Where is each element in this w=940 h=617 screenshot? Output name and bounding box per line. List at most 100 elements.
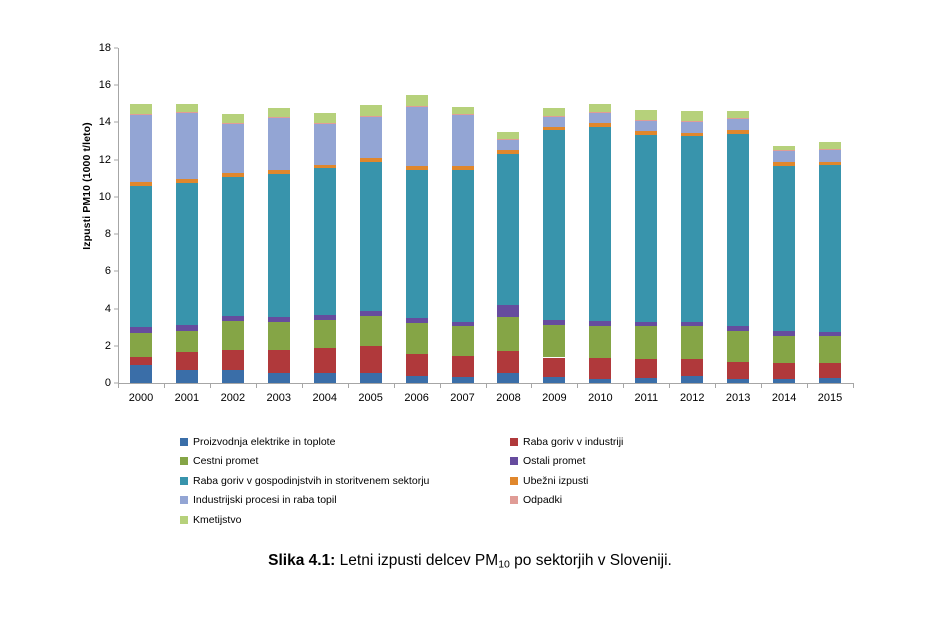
bar-segment [129,365,152,383]
x-tick-label-2011: 2011 [634,392,659,404]
bar-segment [405,169,428,318]
legend-item-label: Cestni promet [193,455,259,468]
bar-segment [313,314,336,320]
bar-segment [589,123,612,127]
x-tick-label-2001: 2001 [174,392,200,404]
bar-segment [221,123,244,125]
bar-segment [175,179,198,183]
bar-segment [727,118,750,120]
bar-segment [727,325,750,331]
bar-segment [267,117,290,170]
legend-item[interactable]: Industrijski procesi in raba topil [180,491,510,511]
y-tick-mark [114,121,118,123]
bar-segment [727,130,750,135]
bar-segment [589,126,612,322]
bar-segment [129,103,152,115]
bar-segment [175,112,198,114]
y-tick-label: 16 [98,79,111,92]
legend-item-label: Odpadki [523,494,563,507]
legend-item[interactable]: Cestni promet [180,452,510,472]
bar-segment [635,378,658,383]
bar-2009 [543,48,566,383]
x-tick-label-2003: 2003 [266,392,292,404]
bar-segment [497,316,520,352]
bar-segment [589,325,612,359]
bar-segment [359,345,382,373]
bar-segment [727,134,750,326]
legend-item[interactable]: Odpadki [510,491,850,511]
bar-segment [727,378,750,383]
bar-segment [221,177,244,316]
legend-item[interactable]: Proizvodnja elektrike in toplote [180,432,510,452]
bar-segment [497,140,520,151]
x-tick-mark [485,383,487,388]
legend-swatch-icon [180,437,188,446]
x-tick-label-2006: 2006 [404,392,429,404]
bar-segment [221,113,244,124]
bar-2011 [635,48,658,383]
y-tick-mark [114,84,118,86]
y-tick-label: 14 [98,116,111,129]
y-tick-mark [114,308,118,310]
bar-segment [267,116,290,118]
legend-item[interactable]: Ubežni izpusti [510,471,850,491]
bar-segment [405,375,428,383]
bar-segment [359,115,382,117]
x-tick-mark [393,383,395,388]
x-tick-mark [439,383,441,388]
x-tick-label-2004: 2004 [312,392,337,404]
y-tick-label: 4 [104,302,111,315]
x-tick-mark [577,383,579,388]
bar-segment [819,149,842,151]
x-tick-mark [301,383,303,388]
x-tick-label-2002: 2002 [220,392,246,404]
bar-segment [727,110,750,119]
x-tick-label-2007: 2007 [450,392,475,404]
bar-segment [681,376,704,383]
bar-segment [497,351,520,373]
bar-segment [221,349,244,370]
caption-text-2: po sektorjih v Sloveniji. [509,552,672,569]
bar-segment [819,161,842,166]
bar-segment [175,351,198,370]
y-tick-mark [114,382,118,384]
bar-segment [497,372,520,383]
legend-item[interactable]: Ostali promet [510,452,850,472]
x-tick-mark [623,383,625,388]
caption-text-1: Letni izpusti delcev PM [335,552,499,569]
bar-segment [589,111,612,113]
bar-segment [359,372,382,383]
bar-segment [129,114,152,115]
bar-segment [313,347,336,373]
legend-item[interactable]: Raba goriv v gospodinjstvih in storitven… [180,471,510,491]
x-tick-mark [209,383,211,388]
legend-item[interactable]: Kmetijstvo [180,510,510,530]
bar-2010 [589,48,612,383]
y-tick-mark [114,47,118,49]
bar-segment [313,164,336,169]
figure-caption: Slika 4.1: Letni izpusti delcev PM10 po … [0,552,940,570]
legend-swatch-icon [510,476,518,485]
x-tick-label-2009: 2009 [542,392,567,404]
bar-segment [681,111,704,121]
bar-segment [635,358,658,379]
bar-segment [819,336,842,363]
bar-segment [405,166,428,170]
x-tick-mark [669,383,671,388]
bar-segment [267,108,290,117]
caption-label: Slika 4.1: [268,552,336,569]
x-tick-label-2010: 2010 [588,392,613,404]
y-axis-line [118,48,119,384]
bar-segment [681,358,704,377]
bar-segment [267,169,290,174]
bar-2008 [497,48,520,383]
bar-2007 [451,48,474,383]
bar-2000 [129,48,152,383]
legend-item[interactable]: Raba goriv v industriji [510,432,850,452]
bar-segment [267,350,290,373]
bar-2014 [773,48,796,383]
bar-segment [589,104,612,112]
y-tick-label: 0 [104,377,111,389]
bar-segment [589,321,612,326]
bar-segment [451,169,474,322]
